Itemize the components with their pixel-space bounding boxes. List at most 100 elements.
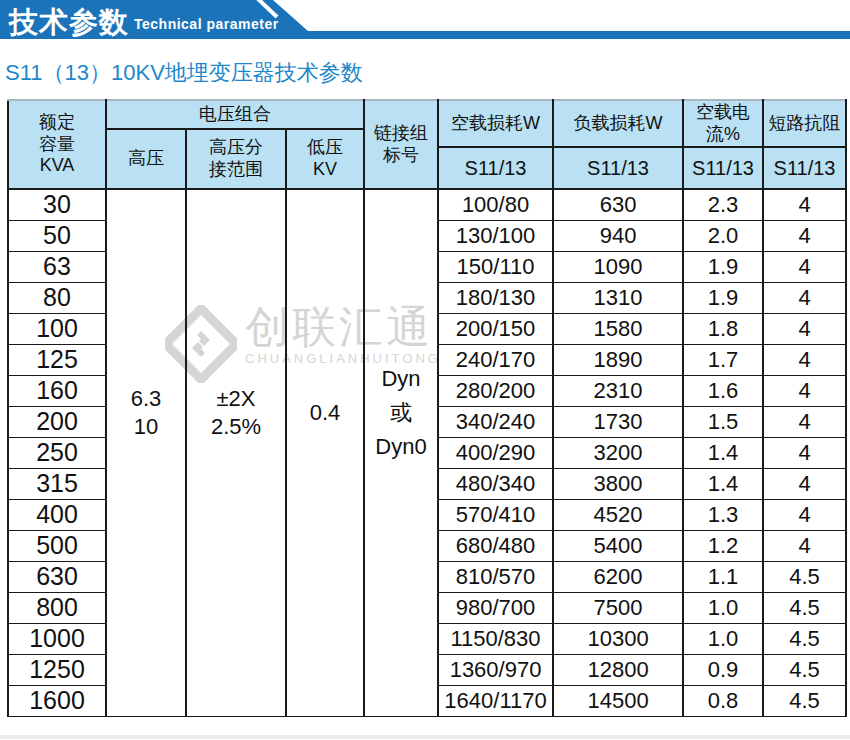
cell-no-load-loss: 240/170 <box>438 344 553 375</box>
cell-no-load-loss: 1640/1170 <box>438 685 553 716</box>
cell-load-loss: 1890 <box>553 344 683 375</box>
header-load-loss: 负载损耗W <box>553 100 683 147</box>
cell-impedance: 4.5 <box>763 654 846 685</box>
cell-no-load-loss: 400/290 <box>438 437 553 468</box>
cell-no-load-current: 1.9 <box>683 251 763 282</box>
cell-no-load-loss: 810/570 <box>438 561 553 592</box>
cell-impedance: 4.5 <box>763 685 846 716</box>
cell-kva: 160 <box>8 375 106 406</box>
cell-low-voltage: 0.4 <box>286 189 364 716</box>
cell-high-voltage: 6.3 10 <box>106 189 186 716</box>
cell-load-loss: 3200 <box>553 437 683 468</box>
cell-no-load-loss: 130/100 <box>438 220 553 251</box>
cell-kva: 630 <box>8 561 106 592</box>
cell-kva: 30 <box>8 189 106 220</box>
cell-load-loss: 2310 <box>553 375 683 406</box>
cell-load-loss: 1310 <box>553 282 683 313</box>
cell-no-load-current: 2.3 <box>683 189 763 220</box>
cell-no-load-current: 0.9 <box>683 654 763 685</box>
cell-no-load-loss: 150/110 <box>438 251 553 282</box>
banner: 技术参数 Technical parameter <box>0 0 850 42</box>
bottom-divider <box>0 735 850 739</box>
cell-load-loss: 5400 <box>553 530 683 561</box>
cell-load-loss: 4520 <box>553 499 683 530</box>
cell-no-load-loss: 1150/830 <box>438 623 553 654</box>
cell-no-load-loss: 280/200 <box>438 375 553 406</box>
cell-load-loss: 1580 <box>553 313 683 344</box>
header-short-circuit-impedance: 短路抗阻 <box>763 100 846 147</box>
cell-no-load-current: 1.5 <box>683 406 763 437</box>
cell-no-load-current: 1.2 <box>683 530 763 561</box>
banner-title: 技术参数 <box>9 3 129 43</box>
cell-kva: 1250 <box>8 654 106 685</box>
cell-no-load-loss: 340/240 <box>438 406 553 437</box>
header-no-load-current: 空载电流% <box>683 100 763 147</box>
cell-load-loss: 1730 <box>553 406 683 437</box>
cell-impedance: 4 <box>763 406 846 437</box>
cell-no-load-current: 1.8 <box>683 313 763 344</box>
cell-no-load-current: 1.4 <box>683 437 763 468</box>
cell-load-loss: 6200 <box>553 561 683 592</box>
cell-no-load-loss: 570/410 <box>438 499 553 530</box>
cell-kva: 1000 <box>8 623 106 654</box>
header-model-load-loss: S11/13 <box>553 147 683 189</box>
cell-impedance: 4 <box>763 282 846 313</box>
cell-impedance: 4 <box>763 468 846 499</box>
cell-kva: 200 <box>8 406 106 437</box>
section-title: S11（13）10KV地埋变压器技术参数 <box>5 58 363 88</box>
cell-no-load-loss: 1360/970 <box>438 654 553 685</box>
cell-kva: 1600 <box>8 685 106 716</box>
cell-no-load-loss: 980/700 <box>438 592 553 623</box>
table-row: 306.3 10±2X 2.5%0.4Dyn 或 Dyn0100/806302.… <box>8 189 846 220</box>
cell-impedance: 4 <box>763 251 846 282</box>
cell-impedance: 4.5 <box>763 592 846 623</box>
cell-link-group: Dyn 或 Dyn0 <box>364 189 438 716</box>
header-hv-tap-range: 高压分 接范围 <box>186 129 286 189</box>
cell-kva: 125 <box>8 344 106 375</box>
cell-impedance: 4 <box>763 437 846 468</box>
header-low-voltage: 低压 KV <box>286 129 364 189</box>
header-voltage-combo: 电压组合 <box>106 100 364 129</box>
cell-kva: 315 <box>8 468 106 499</box>
cell-no-load-current: 1.1 <box>683 561 763 592</box>
cell-load-loss: 10300 <box>553 623 683 654</box>
cell-no-load-current: 1.0 <box>683 592 763 623</box>
cell-impedance: 4 <box>763 189 846 220</box>
cell-no-load-current: 1.6 <box>683 375 763 406</box>
cell-no-load-current: 1.9 <box>683 282 763 313</box>
header-capacity: 额定 容量 KVA <box>8 100 106 189</box>
header-high-voltage: 高压 <box>106 129 186 189</box>
cell-impedance: 4.5 <box>763 623 846 654</box>
cell-impedance: 4 <box>763 499 846 530</box>
parameters-table: 额定 容量 KVA 电压组合 链接组 标号 空载损耗W 负载损耗W 空载电流% … <box>7 99 847 717</box>
cell-kva: 100 <box>8 313 106 344</box>
cell-impedance: 4.5 <box>763 561 846 592</box>
cell-no-load-current: 0.8 <box>683 685 763 716</box>
cell-no-load-loss: 100/80 <box>438 189 553 220</box>
banner-subtitle-en: Technical parameter <box>134 16 279 32</box>
cell-kva: 63 <box>8 251 106 282</box>
cell-load-loss: 1090 <box>553 251 683 282</box>
table-body: 306.3 10±2X 2.5%0.4Dyn 或 Dyn0100/80 630 2.… <box>8 189 846 716</box>
cell-load-loss: 14500 <box>553 685 683 716</box>
cell-no-load-current: 2.0 <box>683 220 763 251</box>
cell-impedance: 4 <box>763 530 846 561</box>
cell-kva: 500 <box>8 530 106 561</box>
cell-kva: 80 <box>8 282 106 313</box>
header-link-group: 链接组 标号 <box>364 100 438 189</box>
cell-no-load-loss: 680/480 <box>438 530 553 561</box>
cell-no-load-loss: 180/130 <box>438 282 553 313</box>
cell-kva: 250 <box>8 437 106 468</box>
header-model-no-load-current: S11/13 <box>683 147 763 189</box>
cell-kva: 400 <box>8 499 106 530</box>
header-model-impedance: S11/13 <box>763 147 846 189</box>
cell-no-load-current: 1.7 <box>683 344 763 375</box>
cell-no-load-current: 1.0 <box>683 623 763 654</box>
cell-load-loss: 7500 <box>553 592 683 623</box>
cell-no-load-loss: 480/340 <box>438 468 553 499</box>
cell-hv-tap-range: ±2X 2.5% <box>186 189 286 716</box>
cell-impedance: 4 <box>763 375 846 406</box>
cell-load-loss: 3800 <box>553 468 683 499</box>
header-no-load-loss: 空载损耗W <box>438 100 553 147</box>
cell-load-loss: 12800 <box>553 654 683 685</box>
